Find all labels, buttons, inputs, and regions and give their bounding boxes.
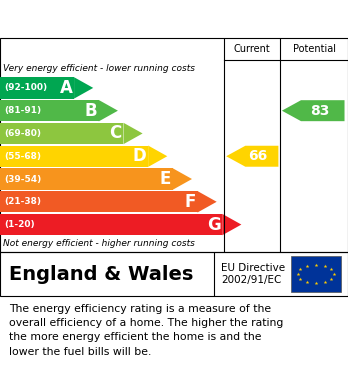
Text: (92-100): (92-100) [4, 83, 47, 92]
Text: (81-91): (81-91) [4, 106, 41, 115]
Bar [291, 256, 341, 292]
Bar [0, 168, 173, 190]
Polygon shape [148, 145, 167, 167]
Polygon shape [198, 191, 217, 212]
Text: Current: Current [234, 44, 271, 54]
Text: EU Directive
2002/91/EC: EU Directive 2002/91/EC [221, 263, 285, 285]
Bar [0, 100, 99, 121]
Text: C: C [110, 124, 122, 142]
Text: B: B [85, 102, 97, 120]
Text: D: D [133, 147, 147, 165]
Bar [0, 145, 148, 167]
Text: The energy efficiency rating is a measure of the
overall efficiency of a home. T: The energy efficiency rating is a measur… [9, 303, 283, 357]
Text: E: E [160, 170, 171, 188]
Bar [0, 214, 222, 235]
Text: (21-38): (21-38) [4, 197, 41, 206]
Bar [0, 191, 198, 212]
Text: (1-20): (1-20) [4, 220, 35, 229]
Text: Potential: Potential [293, 44, 335, 54]
Text: 83: 83 [310, 104, 330, 118]
Polygon shape [282, 100, 345, 121]
Text: Energy Efficiency Rating: Energy Efficiency Rating [9, 9, 230, 23]
Polygon shape [74, 77, 93, 99]
Text: (55-68): (55-68) [4, 152, 41, 161]
Polygon shape [173, 168, 192, 190]
Bar [0, 123, 124, 144]
Text: G: G [207, 215, 221, 233]
Text: Very energy efficient - lower running costs: Very energy efficient - lower running co… [3, 64, 196, 73]
Text: F: F [184, 193, 196, 211]
Polygon shape [124, 123, 143, 144]
Text: (39-54): (39-54) [4, 174, 41, 183]
Text: 66: 66 [248, 149, 268, 163]
Polygon shape [222, 214, 242, 235]
Text: (69-80): (69-80) [4, 129, 41, 138]
Text: Not energy efficient - higher running costs: Not energy efficient - higher running co… [3, 239, 195, 248]
Polygon shape [99, 100, 118, 121]
Text: England & Wales: England & Wales [9, 264, 193, 283]
Bar [0, 77, 74, 99]
Polygon shape [226, 146, 278, 167]
Text: A: A [60, 79, 72, 97]
